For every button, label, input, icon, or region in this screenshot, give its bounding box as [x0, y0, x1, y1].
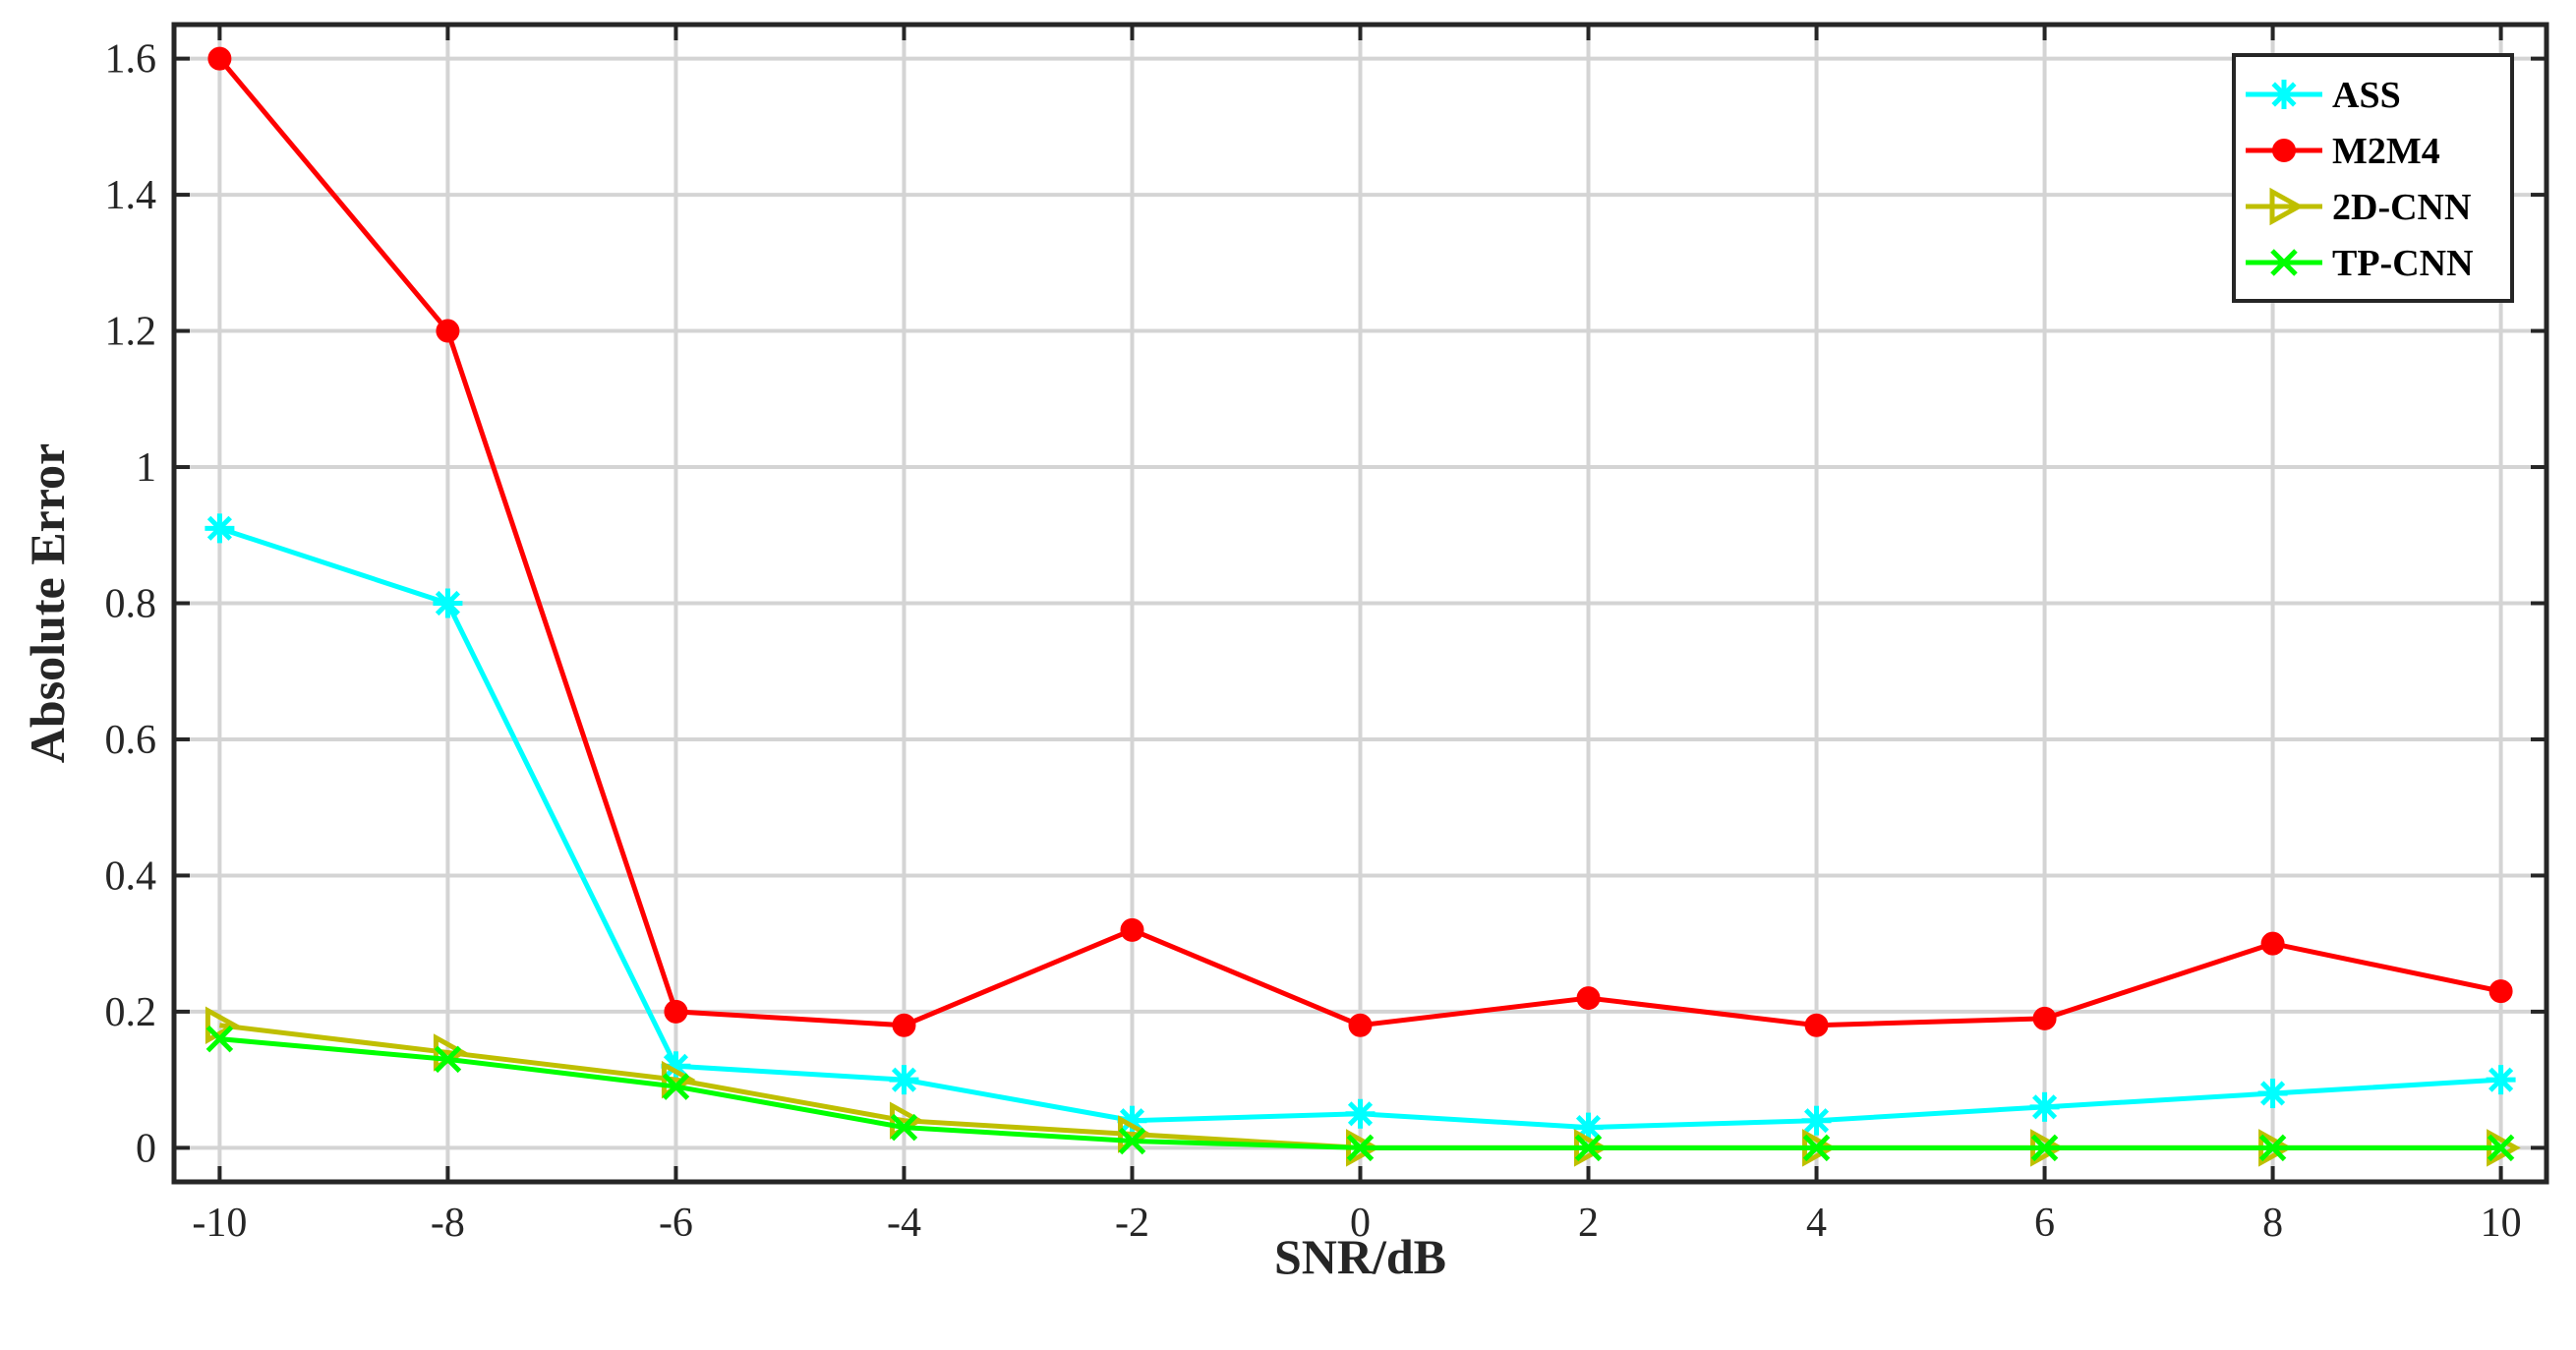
series-layer	[205, 46, 2521, 1167]
legend-item-ass: ASS	[2246, 75, 2401, 116]
y-tick-label: 1.4	[105, 173, 157, 218]
data-point-ass	[889, 1065, 919, 1095]
data-point-ass	[2486, 1065, 2516, 1095]
x-tick-label: -4	[887, 1201, 921, 1246]
data-point-2d-cnn	[205, 1006, 240, 1045]
legend-label-tp-cnn: TP-CNN	[2332, 243, 2474, 284]
y-tick-label: 1.6	[105, 37, 157, 83]
legend: ASS M2M4 2D-CNN TP-CNN	[2232, 53, 2514, 303]
x-tick-label: -2	[1115, 1201, 1149, 1246]
data-point-m2m4	[1804, 1013, 1829, 1037]
y-tick-label: 0.6	[105, 718, 157, 763]
y-axis-title: Absolute Error	[20, 443, 75, 763]
data-point-tp-cnn	[2487, 1134, 2515, 1162]
x-tick-label: 6	[2034, 1201, 2055, 1246]
series-ass	[205, 513, 2516, 1143]
y-tick-label: 1	[136, 445, 156, 491]
y-tick-label: 0.8	[105, 582, 157, 627]
y-tick-labels: 0 0.2 0.4 0.6 0.8 1 1.2 1.4 1.6	[105, 37, 157, 1172]
legend-label-m2m4: M2M4	[2332, 131, 2440, 172]
data-point-ass	[2257, 1078, 2288, 1108]
data-point-ass	[205, 513, 235, 544]
legend-marker-ass	[2269, 80, 2299, 109]
x-tick-label: -10	[192, 1201, 247, 1246]
series-m2m4	[207, 46, 2513, 1037]
data-point-tp-cnn	[1118, 1127, 1146, 1155]
data-point-tp-cnn	[662, 1073, 690, 1100]
data-point-m2m4	[2488, 979, 2513, 1004]
x-tick-label: -8	[431, 1201, 465, 1246]
x-tick-label: 0	[1350, 1201, 1371, 1246]
legend-item-2d-cnn: 2D-CNN	[2246, 187, 2471, 228]
data-point-tp-cnn	[1574, 1134, 1603, 1162]
data-point-tp-cnn	[2030, 1134, 2059, 1162]
legend-label-ass: ASS	[2332, 75, 2401, 116]
legend-item-m2m4: M2M4	[2246, 131, 2440, 172]
data-point-tp-cnn	[890, 1113, 918, 1142]
y-tick-label: 0.4	[105, 853, 157, 899]
data-point-m2m4	[2032, 1006, 2057, 1030]
x-tick-label: 4	[1806, 1201, 1827, 1246]
data-point-m2m4	[892, 1013, 916, 1037]
data-point-m2m4	[436, 319, 460, 343]
data-point-ass	[1801, 1105, 1832, 1136]
data-point-tp-cnn	[1346, 1134, 1375, 1162]
x-tick-label: -6	[659, 1201, 693, 1246]
tick-marks	[174, 25, 2547, 1182]
data-point-tp-cnn	[1802, 1134, 1831, 1162]
x-tick-labels: -10 -8 -6 -4 -2 0 2 4 6 8 10	[192, 1201, 2521, 1246]
data-point-m2m4	[1576, 986, 1601, 1011]
data-point-tp-cnn	[434, 1045, 462, 1074]
legend-item-tp-cnn: TP-CNN	[2246, 243, 2474, 284]
y-tick-label: 0	[136, 1126, 156, 1171]
x-tick-label: 2	[1578, 1201, 1599, 1246]
legend-marker-m2m4	[2272, 139, 2296, 162]
x-tick-label: 8	[2262, 1201, 2283, 1246]
data-point-tp-cnn	[2258, 1134, 2287, 1162]
y-tick-label: 1.2	[105, 310, 157, 355]
legend-marker-tp-cnn	[2270, 249, 2298, 276]
data-point-tp-cnn	[205, 1025, 234, 1053]
grid	[174, 25, 2547, 1182]
data-point-m2m4	[1348, 1013, 1373, 1037]
legend-marker-2d-cnn	[2269, 187, 2305, 226]
data-point-m2m4	[664, 999, 688, 1024]
data-point-ass	[1345, 1098, 1376, 1129]
x-axis-title: SNR/dB	[1274, 1229, 1446, 1284]
data-point-ass	[433, 588, 463, 618]
y-tick-label: 0.2	[105, 990, 157, 1035]
data-point-ass	[2029, 1091, 2060, 1122]
legend-label-2d-cnn: 2D-CNN	[2332, 187, 2471, 228]
x-tick-label: 10	[2481, 1201, 2522, 1246]
data-point-m2m4	[2260, 931, 2285, 956]
data-point-m2m4	[1120, 917, 1144, 942]
series-tp-cnn	[205, 1025, 2515, 1162]
data-point-m2m4	[207, 46, 232, 71]
